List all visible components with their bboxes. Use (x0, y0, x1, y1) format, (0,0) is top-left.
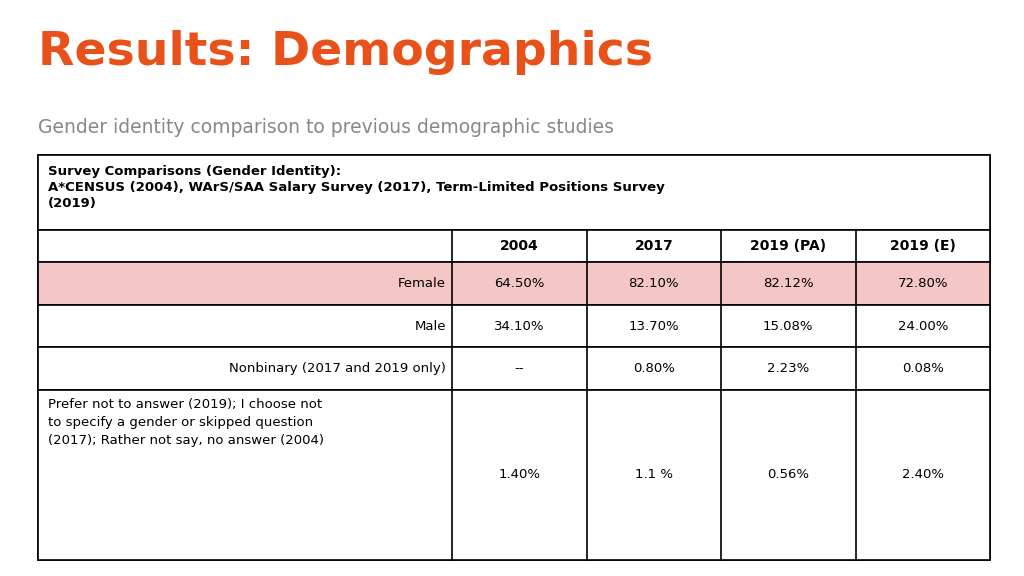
Text: 2017: 2017 (635, 239, 673, 253)
Bar (38, 347, 990, 390)
Text: 34.10%: 34.10% (495, 320, 545, 332)
Text: Female: Female (398, 277, 446, 290)
Bar (38, 155, 990, 560)
Text: 0.56%: 0.56% (767, 468, 809, 482)
Text: 24.00%: 24.00% (898, 320, 948, 332)
Text: 2.23%: 2.23% (767, 362, 809, 375)
Bar (38, 155, 990, 230)
Bar (38, 305, 990, 347)
Text: --: -- (515, 362, 524, 375)
Text: 2019 (PA): 2019 (PA) (751, 239, 826, 253)
Text: A*CENSUS (2004), WArS/SAA Salary Survey (2017), Term-Limited Positions Survey: A*CENSUS (2004), WArS/SAA Salary Survey … (48, 181, 665, 194)
Text: Prefer not to answer (2019); I choose not
to specify a gender or skipped questio: Prefer not to answer (2019); I choose no… (48, 398, 324, 447)
Text: 2.40%: 2.40% (902, 468, 944, 482)
Text: 2019 (E): 2019 (E) (890, 239, 955, 253)
Text: 64.50%: 64.50% (495, 277, 545, 290)
Text: Gender identity comparison to previous demographic studies: Gender identity comparison to previous d… (38, 118, 614, 137)
Text: Results: Demographics: Results: Demographics (38, 30, 653, 75)
Text: 2004: 2004 (500, 239, 539, 253)
Text: 0.80%: 0.80% (633, 362, 675, 375)
Text: Male: Male (415, 320, 446, 332)
Text: 72.80%: 72.80% (897, 277, 948, 290)
Bar (38, 230, 990, 262)
Text: 82.12%: 82.12% (763, 277, 814, 290)
Text: (2019): (2019) (48, 197, 97, 210)
Text: 13.70%: 13.70% (629, 320, 679, 332)
Bar (38, 262, 990, 305)
Bar (38, 390, 990, 560)
Text: 0.08%: 0.08% (902, 362, 944, 375)
Text: 15.08%: 15.08% (763, 320, 813, 332)
Text: Survey Comparisons (Gender Identity):: Survey Comparisons (Gender Identity): (48, 165, 341, 178)
Text: 1.1 %: 1.1 % (635, 468, 673, 482)
Text: 1.40%: 1.40% (499, 468, 541, 482)
Text: Nonbinary (2017 and 2019 only): Nonbinary (2017 and 2019 only) (229, 362, 446, 375)
Text: 82.10%: 82.10% (629, 277, 679, 290)
